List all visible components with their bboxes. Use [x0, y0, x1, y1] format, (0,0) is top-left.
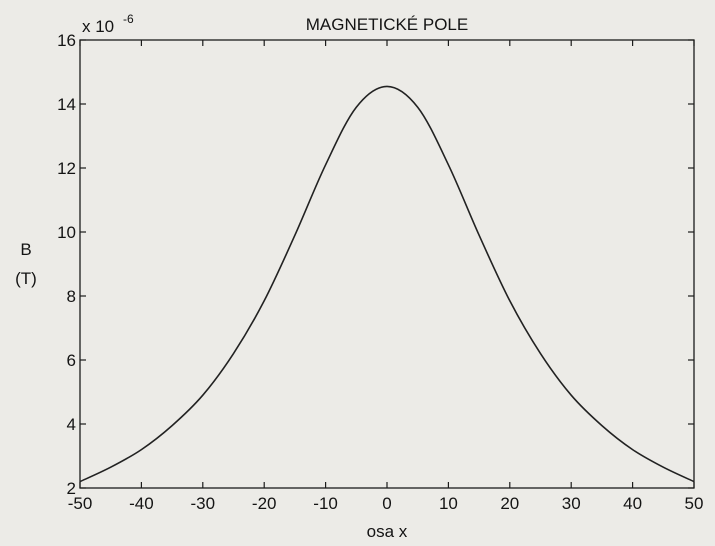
y-exponent-power: -6 [123, 12, 134, 26]
y-tick-label: 16 [57, 31, 76, 50]
y-exponent-base: x 10 [82, 17, 114, 36]
y-tick-label: 8 [67, 287, 76, 306]
y-tick-label: 2 [67, 479, 76, 498]
x-tick-label: 0 [382, 494, 391, 513]
x-tick-label: 20 [500, 494, 519, 513]
y-tick-label: 6 [67, 351, 76, 370]
x-tick-label: -10 [313, 494, 338, 513]
y-tick-labels: 2 4 6 8 10 12 14 16 [57, 31, 76, 498]
y-tick-label: 12 [57, 159, 76, 178]
y-tick-label: 14 [57, 95, 76, 114]
plot-area [79, 39, 695, 489]
x-tick-label: -30 [191, 494, 216, 513]
y-axis-label-symbol: B [20, 240, 31, 259]
x-tick-label: -50 [68, 494, 93, 513]
x-tick-label: 30 [562, 494, 581, 513]
y-tick-label: 4 [67, 415, 76, 434]
x-tick-label: -40 [129, 494, 154, 513]
y-tick-label: 10 [57, 223, 76, 242]
y-axis-label-unit: (T) [15, 269, 37, 288]
x-axis-label: osa x [367, 522, 408, 541]
x-tick-labels: -50 -40 -30 -20 -10 0 10 20 30 40 50 [68, 494, 704, 513]
chart-title: MAGNETICKÉ POLE [306, 15, 468, 34]
x-tick-label: -20 [252, 494, 277, 513]
x-tick-label: 10 [439, 494, 458, 513]
x-tick-label: 50 [685, 494, 704, 513]
series-line [79, 85, 695, 483]
x-tick-label: 40 [623, 494, 642, 513]
axis-ticks [79, 39, 695, 489]
